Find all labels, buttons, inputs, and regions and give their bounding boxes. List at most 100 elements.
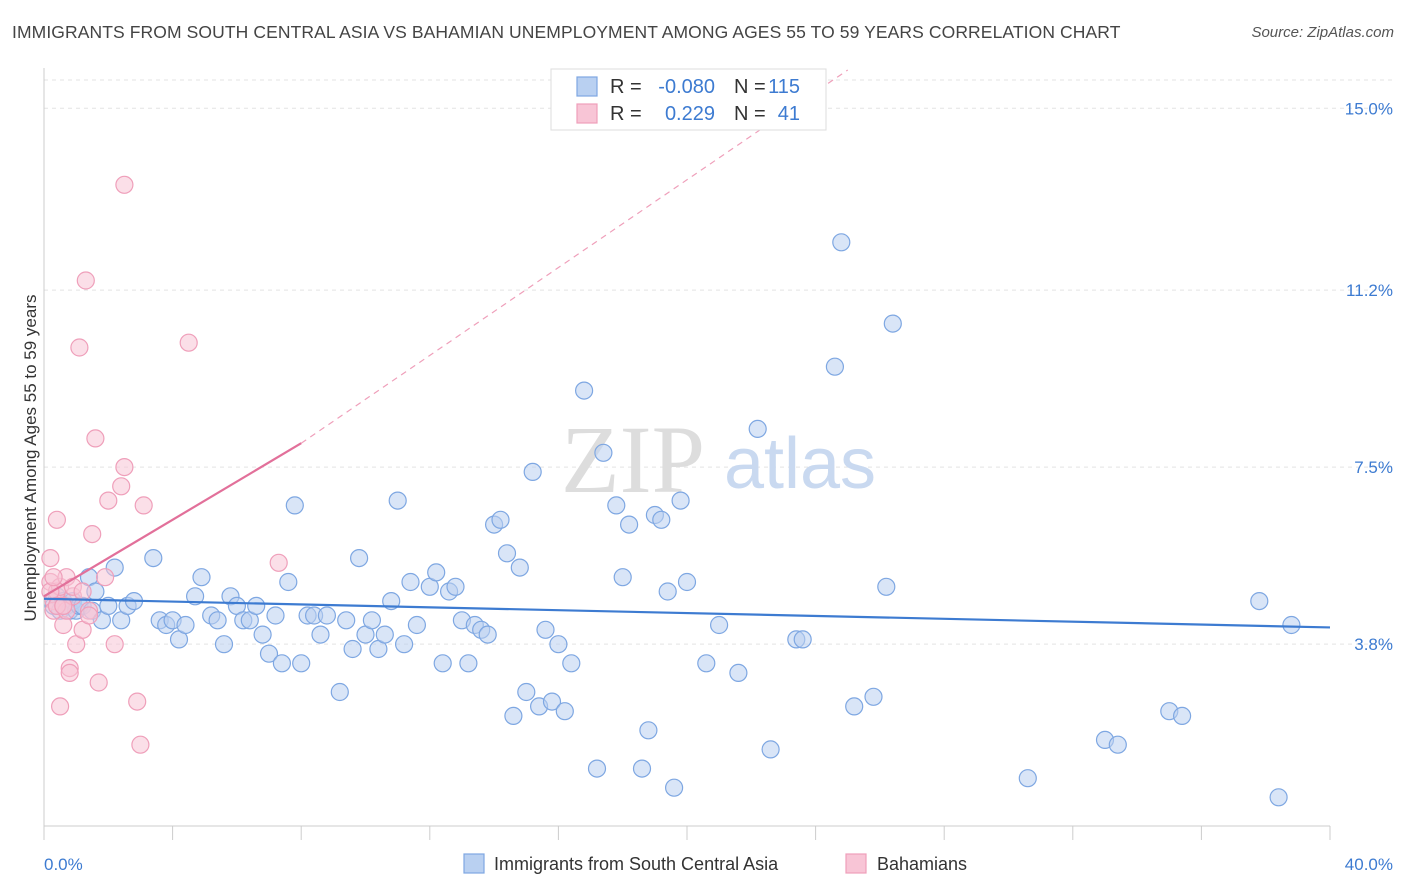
immigrants-point-24: [176, 615, 195, 635]
immigrants-point-46: [330, 682, 349, 702]
immigrants-point-29: [214, 635, 234, 654]
immigrants-point-34: [247, 596, 266, 616]
immigrants-point-109: [1018, 769, 1037, 788]
immigrants-point-111: [1108, 735, 1127, 754]
immigrants-point-84: [594, 443, 613, 462]
immigrants-point-68: [478, 625, 497, 644]
series-immigrants-points: [44, 233, 1301, 807]
legend-n-value-blue: 115: [768, 76, 800, 98]
immigrants-point-38: [272, 654, 291, 673]
correlation-legend: R = -0.080 N = 115 R = 0.229 N = 41: [550, 68, 827, 131]
immigrants-point-114: [1250, 591, 1269, 611]
bahamians-point-23: [86, 429, 105, 448]
bahamians-point-13: [60, 663, 79, 683]
y-tick-label-3: 15.0%: [1345, 99, 1393, 118]
immigrants-point-48: [343, 639, 362, 659]
immigrants-point-36: [259, 644, 279, 663]
immigrants-point-92: [658, 582, 677, 601]
immigrants-point-99: [748, 419, 767, 438]
watermark-atlas: atlas: [724, 424, 876, 504]
legend-bottom-pink-label: Bahamians: [877, 854, 967, 874]
bahamians-point-29: [115, 458, 134, 477]
bahamians-point-20: [76, 271, 95, 290]
x-tick-label-1: 40.0%: [1345, 855, 1393, 874]
legend-n-label-blue: N =: [734, 76, 766, 98]
immigrants-trend-line: [43, 597, 1331, 629]
axes: [43, 68, 1331, 840]
y-tick-label-2: 11.2%: [1346, 281, 1393, 300]
immigrants-point-83: [587, 759, 607, 778]
immigrants-point-104: [832, 233, 851, 252]
immigrants-point-113: [1172, 706, 1192, 726]
immigrants-point-19: [144, 548, 163, 568]
immigrants-point-108: [883, 314, 902, 333]
immigrants-point-89: [639, 721, 658, 740]
immigrants-point-26: [192, 568, 211, 587]
immigrants-point-65: [459, 654, 478, 673]
immigrants-point-85: [607, 496, 626, 515]
legend-n-label-pink: N =: [734, 103, 766, 125]
bahamians-point-24: [89, 673, 108, 692]
bahamians-point-37: [44, 568, 63, 587]
immigrants-point-25: [186, 587, 205, 606]
immigrants-point-44: [311, 625, 330, 644]
bahamians-trend-extension: [300, 69, 849, 444]
immigrants-point-96: [697, 654, 716, 673]
immigrants-point-72: [504, 706, 523, 726]
immigrants-point-79: [549, 635, 568, 654]
immigrants-point-73: [510, 558, 529, 577]
bahamians-point-27: [105, 635, 124, 654]
bahamians-point-40: [54, 596, 73, 616]
immigrants-point-102: [793, 630, 812, 649]
bahamians-point-26: [99, 491, 118, 510]
immigrants-point-97: [709, 615, 729, 635]
immigrants-point-51: [362, 611, 381, 630]
immigrants-point-107: [877, 577, 896, 596]
immigrants-point-55: [388, 491, 407, 510]
immigrants-point-37: [266, 606, 285, 625]
y-tick-label-0: 3.8%: [1354, 635, 1393, 654]
immigrants-point-82: [574, 381, 594, 400]
bahamians-point-39: [79, 606, 99, 625]
immigrants-point-103: [825, 357, 845, 376]
immigrants-point-88: [632, 759, 652, 778]
bahamians-trend-line: [43, 442, 302, 598]
immigrants-point-98: [729, 663, 748, 683]
bahamians-point-35: [269, 553, 288, 572]
immigrants-point-57: [401, 572, 420, 592]
bahamians-point-4: [47, 510, 67, 529]
y-axis-title: Unemployment Among Ages 55 to 59 years: [21, 295, 40, 622]
immigrants-point-116: [1282, 615, 1301, 635]
immigrants-point-77: [536, 620, 555, 639]
immigrants-point-115: [1269, 788, 1288, 807]
immigrants-point-39: [279, 572, 298, 592]
series-bahamians-points: [41, 175, 288, 754]
bahamians-point-32: [131, 735, 150, 754]
immigrants-point-70: [491, 510, 510, 529]
legend-pink-swatch: [576, 103, 598, 124]
immigrants-point-100: [761, 740, 780, 759]
immigrants-point-63: [446, 577, 465, 596]
immigrants-point-78: [542, 692, 562, 711]
immigrants-point-91: [652, 510, 671, 529]
immigrants-point-86: [613, 568, 632, 587]
legend-r-value-pink: 0.229: [665, 103, 715, 125]
immigrants-point-95: [677, 572, 697, 592]
bahamians-point-18: [73, 582, 92, 601]
immigrants-point-47: [337, 611, 356, 630]
immigrants-point-93: [664, 778, 684, 797]
immigrants-point-35: [253, 625, 272, 644]
series-legend: Immigrants from South Central Asia Baham…: [463, 853, 967, 874]
immigrants-point-61: [433, 654, 452, 673]
legend-r-value-blue: -0.080: [658, 76, 715, 98]
legend-blue-swatch: [576, 76, 598, 97]
legend-n-value-pink: 41: [778, 103, 800, 125]
bahamians-point-17: [70, 338, 89, 357]
immigrants-point-28: [208, 611, 227, 630]
immigrants-point-60: [427, 563, 446, 582]
immigrants-point-80: [555, 702, 574, 721]
bahamians-point-28: [112, 477, 131, 496]
bahamians-point-34: [179, 333, 198, 352]
bahamians-point-33: [134, 496, 153, 515]
tick-labels: 3.8% 7.5% 11.2% 15.0% 0.0% 40.0%: [44, 99, 1393, 874]
